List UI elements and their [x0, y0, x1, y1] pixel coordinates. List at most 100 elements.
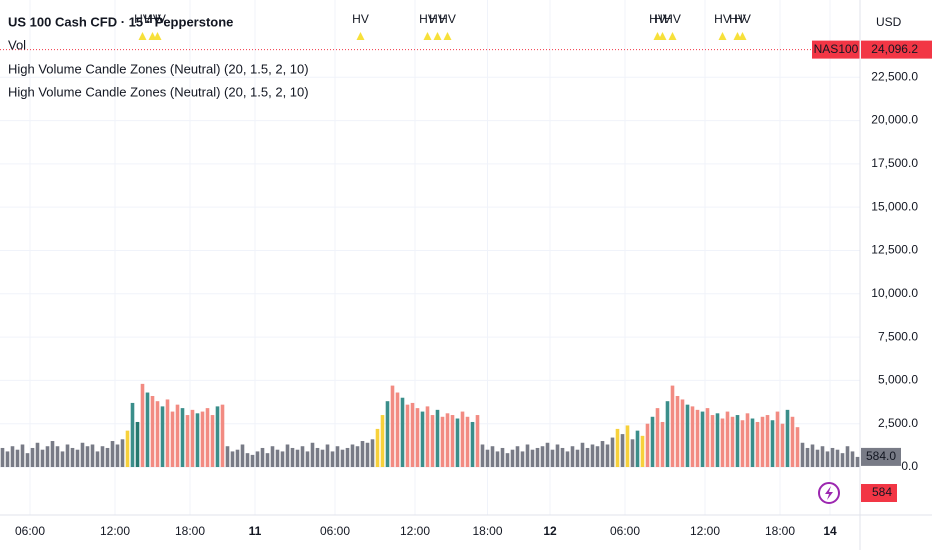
- hv-marker: [443, 32, 452, 40]
- volume-bar: [190, 409, 195, 468]
- hv-marker: [738, 32, 747, 40]
- volume-bar: [355, 446, 360, 468]
- volume-bar: [745, 413, 750, 468]
- volume-bar: [290, 447, 295, 468]
- volume-bar: [50, 441, 55, 468]
- volume-bar: [805, 447, 810, 468]
- volume-bar: [425, 406, 430, 468]
- volume-bar: [635, 430, 640, 468]
- volume-bar: [505, 453, 510, 468]
- volume-bar: [0, 447, 5, 468]
- hv-label: HV: [664, 12, 681, 26]
- volume-bar: [795, 427, 800, 468]
- volume-bar: [495, 451, 500, 468]
- volume-bar: [530, 449, 535, 468]
- volume-bar: [740, 420, 745, 468]
- volume-bar: [320, 449, 325, 468]
- symbol-box: [812, 40, 860, 59]
- volume-bar: [790, 416, 795, 468]
- volume-bar: [815, 449, 820, 468]
- x-tick-label: 11: [249, 524, 262, 538]
- hv-label: HV: [419, 12, 436, 26]
- hv-label: HV: [352, 12, 369, 26]
- hv-label: HV: [144, 12, 161, 26]
- volume-bar: [475, 415, 480, 468]
- hv-label: HV: [734, 12, 751, 26]
- volume-bar: [205, 408, 210, 468]
- volume-bar: [215, 406, 220, 468]
- hv-marker: [433, 32, 442, 40]
- volume-bar: [315, 447, 320, 468]
- volume-bar: [165, 399, 170, 468]
- hv-label: HV: [429, 12, 446, 26]
- x-tick-label: 06:00: [610, 524, 640, 538]
- volume-bar: [360, 441, 365, 468]
- volume-bar: [110, 441, 115, 468]
- alert-bolt[interactable]: [825, 486, 833, 500]
- volume-bar: [260, 447, 265, 468]
- volume-bar: [80, 442, 85, 468]
- volume-bar: [575, 449, 580, 468]
- hv-marker: [356, 32, 365, 40]
- volume-bar: [410, 402, 415, 468]
- x-tick-label: 06:00: [15, 524, 45, 538]
- volume-bar: [265, 453, 270, 468]
- volume-bar: [550, 449, 555, 468]
- volume-bar: [435, 409, 440, 468]
- volume-bar: [660, 421, 665, 468]
- volume-bar: [375, 428, 380, 468]
- volume-bar: [415, 408, 420, 468]
- y-tick-label: 17,500.0: [871, 156, 918, 170]
- volume-bar: [270, 446, 275, 468]
- volume-bar: [30, 447, 35, 468]
- volume-bar: [515, 446, 520, 468]
- volume-bar: [250, 454, 255, 468]
- volume-bar: [610, 437, 615, 468]
- volume-bar: [220, 404, 225, 468]
- volume-bar: [670, 385, 675, 468]
- price-label: 24,096.2: [871, 42, 918, 56]
- volume-bar: [130, 402, 135, 468]
- hv-marker: [658, 32, 667, 40]
- volume-bar: [655, 408, 660, 468]
- hv-label: HV: [439, 12, 456, 26]
- volume-bar: [230, 451, 235, 468]
- volume-bar: [465, 416, 470, 468]
- volume-bar: [455, 418, 460, 468]
- x-tick-label: 12:00: [100, 524, 130, 538]
- y-tick-label: 15,000.0: [871, 199, 918, 213]
- volume-bar: [835, 449, 840, 468]
- volume-bar: [730, 416, 735, 468]
- symbol-label: NAS100: [814, 42, 859, 56]
- volume-bar: [385, 401, 390, 468]
- volume-bar: [420, 411, 425, 468]
- volume-bar: [640, 435, 645, 468]
- volume-bar: [445, 413, 450, 468]
- volume-bar: [135, 421, 140, 468]
- volume-bar: [675, 395, 680, 468]
- volume-bar: [200, 411, 205, 468]
- hv-marker: [718, 32, 727, 40]
- y-tick-label: 7,500.0: [878, 329, 918, 343]
- volume-bar: [365, 442, 370, 468]
- volume-bar: [25, 453, 30, 468]
- volume-bar: [340, 449, 345, 468]
- y-tick-label: 0.0: [901, 459, 918, 473]
- volume-bar: [275, 449, 280, 468]
- volume-bar: [55, 446, 60, 468]
- chart-title: US 100 Cash CFD · 15 · Pepperstone: [8, 14, 233, 29]
- legend-line: Vol: [8, 37, 26, 52]
- volume-bar: [400, 397, 405, 468]
- volume-bar: [770, 420, 775, 468]
- legend-line: High Volume Candle Zones (Neutral) (20, …: [8, 61, 309, 76]
- volume-bar: [780, 423, 785, 468]
- x-tick-label: 18:00: [175, 524, 205, 538]
- volume-bar: [820, 446, 825, 468]
- x-tick-label: 18:00: [765, 524, 795, 538]
- volume-bar: [105, 447, 110, 468]
- volume-bar: [705, 408, 710, 468]
- volume-bar: [115, 444, 120, 468]
- alert-icon[interactable]: [818, 482, 840, 504]
- volume-bar: [725, 411, 730, 468]
- volume-bar: [850, 451, 855, 468]
